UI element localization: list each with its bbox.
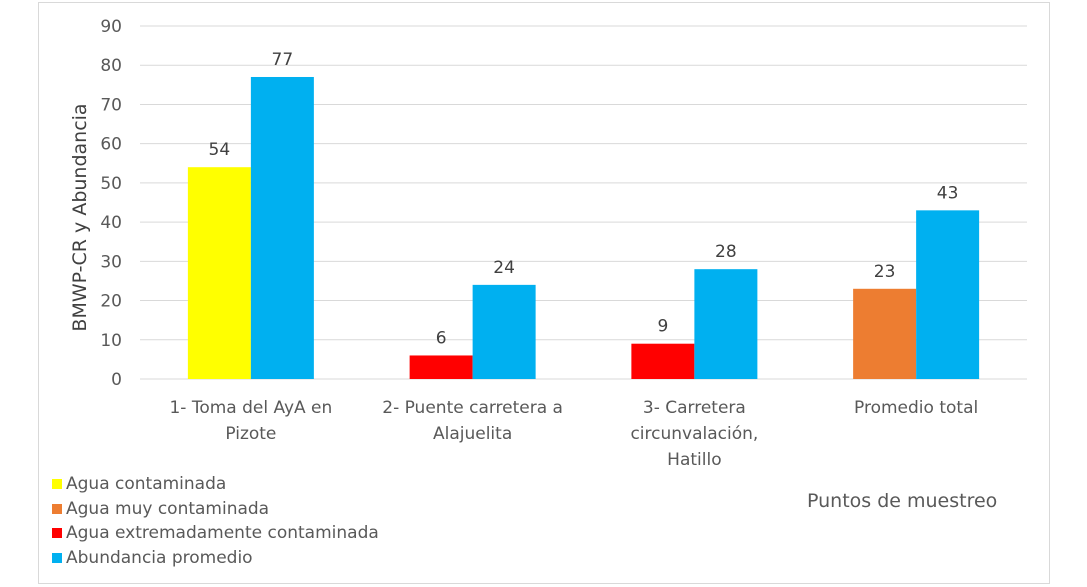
bar-bmwp xyxy=(187,167,251,379)
legend-label: Agua contaminada xyxy=(66,474,227,494)
y-tick-label: 0 xyxy=(111,370,122,390)
data-label: 54 xyxy=(209,140,231,160)
x-tick-label: 1- Toma del AyA en xyxy=(169,398,332,418)
legend-label: Abundancia promedio xyxy=(66,547,253,568)
x-tick-label: circunvalación, xyxy=(630,424,758,444)
legend-item: Agua extremadamente contaminada xyxy=(52,521,379,546)
legend-item: Agua contaminada xyxy=(52,472,379,497)
data-label: 9 xyxy=(657,317,668,337)
legend-swatch xyxy=(52,528,62,539)
x-tick-label: Promedio total xyxy=(854,398,978,418)
legend-item: Agua muy contaminada xyxy=(52,497,379,522)
bar-bmwp xyxy=(409,355,473,379)
bar-bmwp xyxy=(631,343,695,379)
bar-abundance xyxy=(916,210,980,379)
legend-swatch xyxy=(52,552,62,563)
chart-frame xyxy=(38,2,1050,584)
x-tick-label: 3- Carretera xyxy=(643,398,746,418)
x-tick-label: Pizote xyxy=(225,424,276,444)
legend-swatch xyxy=(52,479,62,490)
y-tick-label: 80 xyxy=(100,56,122,76)
y-tick-label: 30 xyxy=(100,252,122,272)
x-axis-label: Puntos de muestreo xyxy=(807,490,998,512)
data-label: 43 xyxy=(937,183,959,203)
legend-swatch xyxy=(52,503,62,514)
data-label: 23 xyxy=(874,262,896,282)
y-tick-label: 90 xyxy=(100,17,122,37)
x-tick-label: Alajuelita xyxy=(433,424,512,444)
y-tick-label: 70 xyxy=(100,95,122,115)
x-tick-label: Hatillo xyxy=(667,450,721,470)
bar-bmwp xyxy=(853,288,917,379)
data-label: 28 xyxy=(715,242,737,262)
bar-abundance xyxy=(694,269,758,379)
y-tick-label: 10 xyxy=(100,331,122,351)
y-tick-label: 40 xyxy=(100,213,122,233)
y-tick-label: 50 xyxy=(100,174,122,194)
y-axis-label: BMWP-CR y Abundancia xyxy=(69,103,91,331)
bar-abundance xyxy=(472,284,536,379)
legend-label: Agua extremadamente contaminada xyxy=(66,523,379,543)
legend-label: Agua muy contaminada xyxy=(66,498,270,519)
bar-abundance xyxy=(250,76,314,379)
data-label: 24 xyxy=(493,258,515,278)
legend-item: Abundancia promedio xyxy=(52,546,379,571)
y-tick-label: 20 xyxy=(100,292,122,312)
x-tick-label: 2- Puente carretera a xyxy=(382,398,563,418)
y-tick-label: 60 xyxy=(100,135,122,155)
legend: Agua contaminada Agua muy contaminada Agua… xyxy=(52,472,379,570)
data-label: 77 xyxy=(272,50,294,70)
data-label: 6 xyxy=(436,328,447,348)
